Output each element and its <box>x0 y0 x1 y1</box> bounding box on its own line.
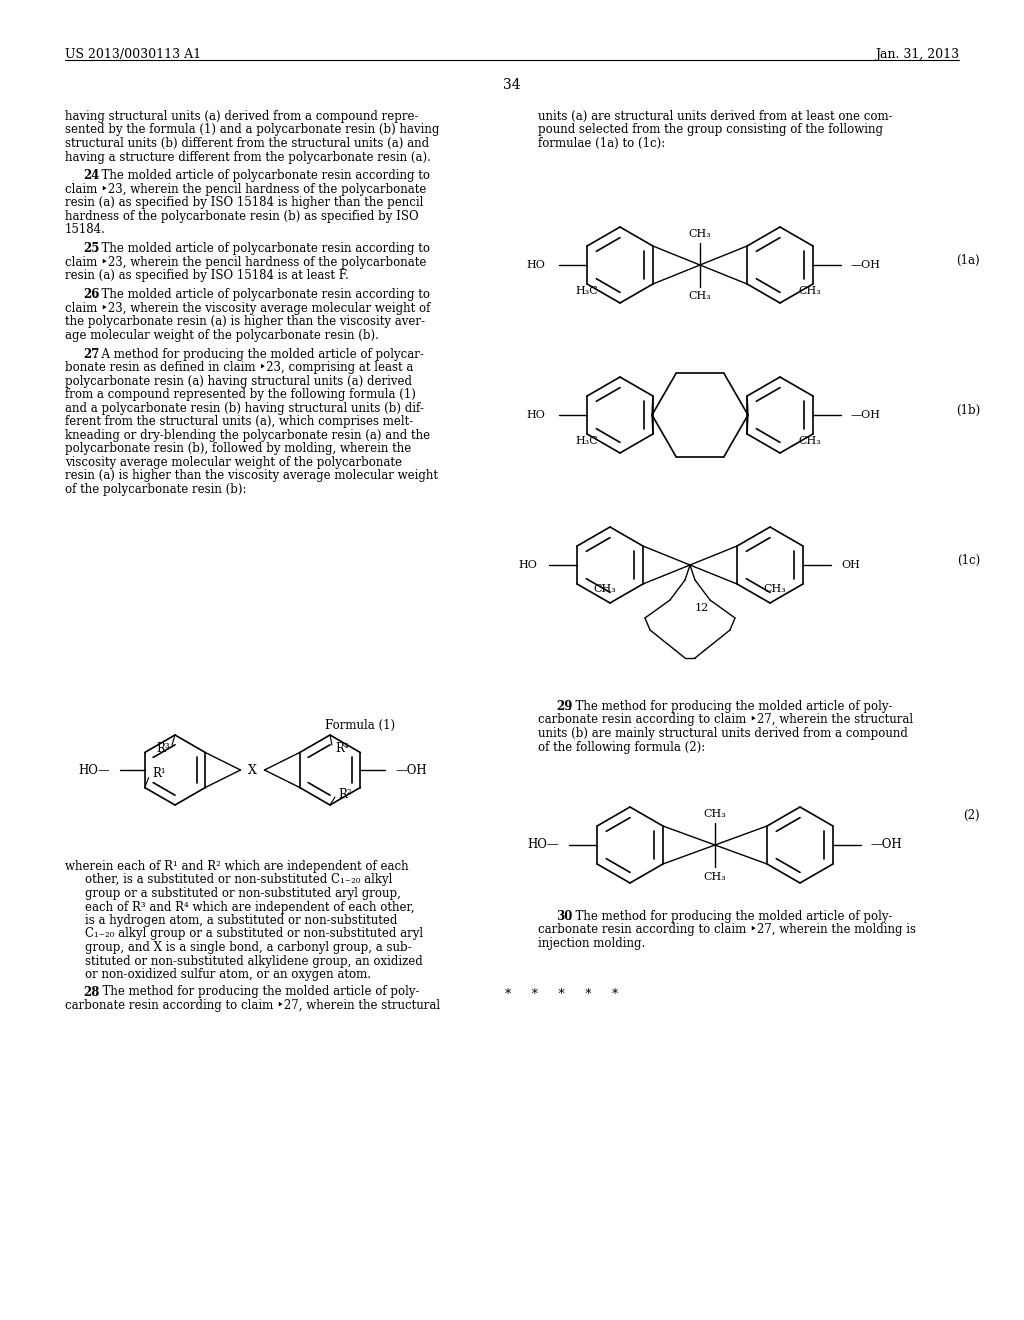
Text: HO: HO <box>526 260 545 271</box>
Text: US 2013/0030113 A1: US 2013/0030113 A1 <box>65 48 201 61</box>
Text: CH₃: CH₃ <box>798 436 821 446</box>
Text: having a structure different from the polycarbonate resin (a).: having a structure different from the po… <box>65 150 431 164</box>
Text: the polycarbonate resin (a) is higher than the viscosity aver-: the polycarbonate resin (a) is higher th… <box>65 315 425 329</box>
Text: CH₃: CH₃ <box>688 228 712 239</box>
Text: H₃C: H₃C <box>575 436 598 446</box>
Text: R²: R² <box>338 788 351 801</box>
Text: 24: 24 <box>83 169 99 182</box>
Text: polycarbonate resin (a) having structural units (a) derived: polycarbonate resin (a) having structura… <box>65 375 412 388</box>
Text: —OH: —OH <box>851 411 881 420</box>
Text: 34: 34 <box>503 78 521 92</box>
Text: . The molded article of polycarbonate resin according to: . The molded article of polycarbonate re… <box>94 288 430 301</box>
Text: or non-oxidized sulfur atom, or an oxygen atom.: or non-oxidized sulfur atom, or an oxyge… <box>85 968 371 981</box>
Text: and a polycarbonate resin (b) having structural units (b) dif-: and a polycarbonate resin (b) having str… <box>65 401 424 414</box>
Text: kneading or dry-blending the polycarbonate resin (a) and the: kneading or dry-blending the polycarbona… <box>65 429 430 442</box>
Text: resin (a) is higher than the viscosity average molecular weight: resin (a) is higher than the viscosity a… <box>65 469 438 482</box>
Text: 26: 26 <box>83 288 99 301</box>
Text: —OH: —OH <box>870 838 902 851</box>
Text: . A method for producing the molded article of polycar-: . A method for producing the molded arti… <box>94 347 424 360</box>
Text: 27: 27 <box>83 347 99 360</box>
Text: R⁴: R⁴ <box>335 742 348 755</box>
Text: polycarbonate resin (b), followed by molding, wherein the: polycarbonate resin (b), followed by mol… <box>65 442 412 455</box>
Text: 25: 25 <box>83 243 99 255</box>
Text: claim ‣23, wherein the pencil hardness of the polycarbonate: claim ‣23, wherein the pencil hardness o… <box>65 256 426 269</box>
Text: age molecular weight of the polycarbonate resin (b).: age molecular weight of the polycarbonat… <box>65 329 379 342</box>
Text: X: X <box>248 763 257 776</box>
Text: is a hydrogen atom, a substituted or non-substituted: is a hydrogen atom, a substituted or non… <box>85 913 397 927</box>
Text: structural units (b) different from the structural units (a) and: structural units (b) different from the … <box>65 137 429 150</box>
Text: wherein each of R¹ and R² which are independent of each: wherein each of R¹ and R² which are inde… <box>65 861 409 873</box>
Text: CH₃: CH₃ <box>703 873 726 882</box>
Text: injection molding.: injection molding. <box>538 937 645 950</box>
Text: pound selected from the group consisting of the following: pound selected from the group consisting… <box>538 124 883 136</box>
Text: 30: 30 <box>556 909 572 923</box>
Text: HO—: HO— <box>78 763 110 776</box>
Text: 28: 28 <box>83 986 99 998</box>
Text: —OH: —OH <box>395 763 427 776</box>
Text: claim ‣23, wherein the pencil hardness of the polycarbonate: claim ‣23, wherein the pencil hardness o… <box>65 183 426 195</box>
Text: . The molded article of polycarbonate resin according to: . The molded article of polycarbonate re… <box>94 243 430 255</box>
Text: group, and X is a single bond, a carbonyl group, a sub-: group, and X is a single bond, a carbony… <box>85 941 412 954</box>
Text: group or a substituted or non-substituted aryl group,: group or a substituted or non-substitute… <box>85 887 400 900</box>
Text: CH₃: CH₃ <box>703 809 726 818</box>
Text: Formula (1): Formula (1) <box>325 718 395 731</box>
Text: 12: 12 <box>695 603 710 612</box>
Text: resin (a) as specified by ISO 15184 is higher than the pencil: resin (a) as specified by ISO 15184 is h… <box>65 197 423 210</box>
Text: C₁₋₂₀ alkyl group or a substituted or non-substituted aryl: C₁₋₂₀ alkyl group or a substituted or no… <box>85 928 423 940</box>
Text: carbonate resin according to claim ‣27, wherein the structural: carbonate resin according to claim ‣27, … <box>538 714 913 726</box>
Text: . The molded article of polycarbonate resin according to: . The molded article of polycarbonate re… <box>94 169 430 182</box>
Text: R¹: R¹ <box>153 767 166 780</box>
Text: (1a): (1a) <box>956 253 980 267</box>
Text: HO: HO <box>518 560 538 570</box>
Text: —OH: —OH <box>851 260 881 271</box>
Text: . The method for producing the molded article of poly-: . The method for producing the molded ar… <box>568 700 893 713</box>
Text: CH₃: CH₃ <box>688 290 712 301</box>
Text: CH₃: CH₃ <box>798 286 821 296</box>
Text: viscosity average molecular weight of the polycarbonate: viscosity average molecular weight of th… <box>65 455 402 469</box>
Text: R³: R³ <box>157 742 170 755</box>
Text: H₃C: H₃C <box>575 286 598 296</box>
Text: . The method for producing the molded article of poly-: . The method for producing the molded ar… <box>95 986 420 998</box>
Text: of the following formula (2):: of the following formula (2): <box>538 741 706 754</box>
Text: . The method for producing the molded article of poly-: . The method for producing the molded ar… <box>568 909 893 923</box>
Text: 29: 29 <box>556 700 572 713</box>
Text: stituted or non-substituted alkylidene group, an oxidized: stituted or non-substituted alkylidene g… <box>85 954 423 968</box>
Text: claim ‣23, wherein the viscosity average molecular weight of: claim ‣23, wherein the viscosity average… <box>65 302 430 314</box>
Text: bonate resin as defined in claim ‣23, comprising at least a: bonate resin as defined in claim ‣23, co… <box>65 362 414 374</box>
Text: of the polycarbonate resin (b):: of the polycarbonate resin (b): <box>65 483 247 495</box>
Text: Jan. 31, 2013: Jan. 31, 2013 <box>874 48 959 61</box>
Text: HO: HO <box>526 411 545 420</box>
Text: (1b): (1b) <box>955 404 980 417</box>
Text: units (a) are structural units derived from at least one com-: units (a) are structural units derived f… <box>538 110 893 123</box>
Text: hardness of the polycarbonate resin (b) as specified by ISO: hardness of the polycarbonate resin (b) … <box>65 210 419 223</box>
Text: CH₃: CH₃ <box>764 583 786 594</box>
Text: from a compound represented by the following formula (1): from a compound represented by the follo… <box>65 388 416 401</box>
Text: sented by the formula (1) and a polycarbonate resin (b) having: sented by the formula (1) and a polycarb… <box>65 124 439 136</box>
Text: *   *   *   *   *: * * * * * <box>506 989 618 1002</box>
Text: CH₃: CH₃ <box>594 583 616 594</box>
Text: 15184.: 15184. <box>65 223 105 236</box>
Text: (2): (2) <box>964 808 980 821</box>
Text: carbonate resin according to claim ‣27, wherein the structural: carbonate resin according to claim ‣27, … <box>65 999 440 1012</box>
Text: resin (a) as specified by ISO 15184 is at least F.: resin (a) as specified by ISO 15184 is a… <box>65 269 349 282</box>
Text: formulae (1a) to (1c):: formulae (1a) to (1c): <box>538 137 666 150</box>
Text: ferent from the structural units (a), which comprises melt-: ferent from the structural units (a), wh… <box>65 414 414 428</box>
Text: OH: OH <box>841 560 860 570</box>
Text: having structural units (a) derived from a compound repre-: having structural units (a) derived from… <box>65 110 419 123</box>
Text: (1c): (1c) <box>956 553 980 566</box>
Text: carbonate resin according to claim ‣27, wherein the molding is: carbonate resin according to claim ‣27, … <box>538 924 916 936</box>
Text: other, is a substituted or non-substituted C₁₋₂₀ alkyl: other, is a substituted or non-substitut… <box>85 874 392 887</box>
Text: HO—: HO— <box>527 838 559 851</box>
Text: units (b) are mainly structural units derived from a compound: units (b) are mainly structural units de… <box>538 727 908 741</box>
Text: each of R³ and R⁴ which are independent of each other,: each of R³ and R⁴ which are independent … <box>85 900 415 913</box>
